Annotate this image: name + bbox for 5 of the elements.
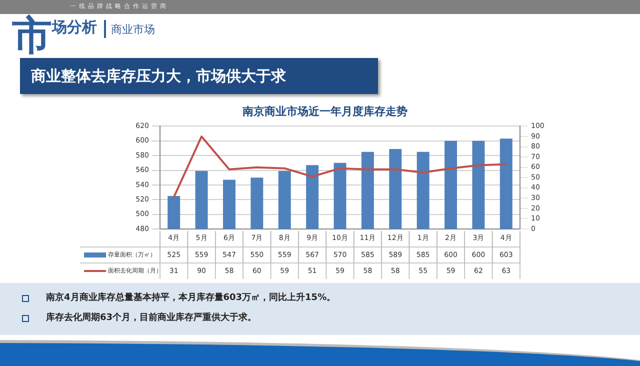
text: 南京4月商业库存总量基本持平，本月库存量603万㎡，同比上升15%。 (46, 291, 336, 304)
chart-title: 南京商业市场近一年月度库存走势 (242, 104, 408, 119)
chart-subtitle: 商业整体去库存压力大，市场供大于求 (20, 58, 378, 94)
text: 商业市场 (111, 22, 155, 37)
text: 库存去化周期63个月，目前商业库存严重供大于求。 (46, 311, 257, 324)
